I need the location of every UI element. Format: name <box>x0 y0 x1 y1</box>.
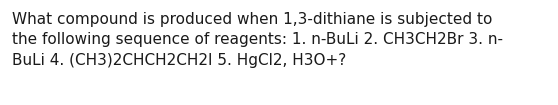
Text: What compound is produced when 1,3-dithiane is subjected to
the following sequen: What compound is produced when 1,3-dithi… <box>12 12 503 68</box>
